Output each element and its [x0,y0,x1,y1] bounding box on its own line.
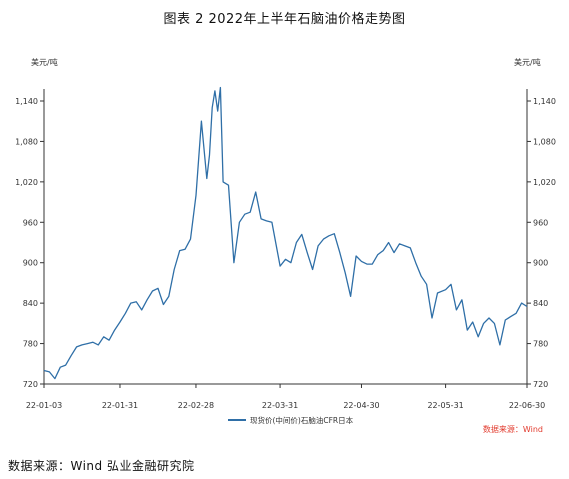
source-note-footer: 数据来源：Wind 弘业金融研究院 [8,459,195,473]
y-axis-left-unit: 美元/吨 [31,57,58,67]
y-tick-label-left: 720 [23,380,38,389]
x-tick-label: 22-01-31 [102,401,138,410]
x-tick-label: 22-06-30 [509,401,545,410]
chart-title: 图表 2 2022年上半年石脑油价格走势图 [163,12,406,27]
y-tick-label-right: 720 [533,380,548,389]
y-tick-label-left: 900 [23,259,38,268]
y-tick-label-left: 1,140 [15,97,38,106]
y-tick-label-right: 1,140 [533,97,556,106]
y-tick-label-left: 960 [23,218,38,227]
x-tick-label: 22-03-31 [262,401,298,410]
y-tick-label-right: 840 [533,299,548,308]
y-tick-label-right: 960 [533,218,548,227]
legend-label: 现货价(中间价)石脑油CFR日本 [250,415,354,425]
y-tick-label-right: 900 [533,259,548,268]
y-tick-label-right: 780 [533,340,548,349]
y-tick-label-left: 1,080 [15,137,38,146]
x-tick-label: 22-05-31 [427,401,463,410]
x-tick-label: 22-04-30 [343,401,379,410]
y-tick-label-left: 840 [23,299,38,308]
y-tick-label-right: 1,020 [533,178,556,187]
x-tick-label: 22-01-03 [26,401,62,410]
y-tick-label-left: 780 [23,340,38,349]
source-note-inline: 数据来源：Wind [482,425,543,434]
x-tick-label: 22-02-28 [178,401,214,410]
y-tick-label-right: 1,080 [533,137,556,146]
y-axis-right-unit: 美元/吨 [514,57,541,67]
series-line-naphtha [43,86,528,380]
y-tick-label-left: 1,020 [15,178,38,187]
